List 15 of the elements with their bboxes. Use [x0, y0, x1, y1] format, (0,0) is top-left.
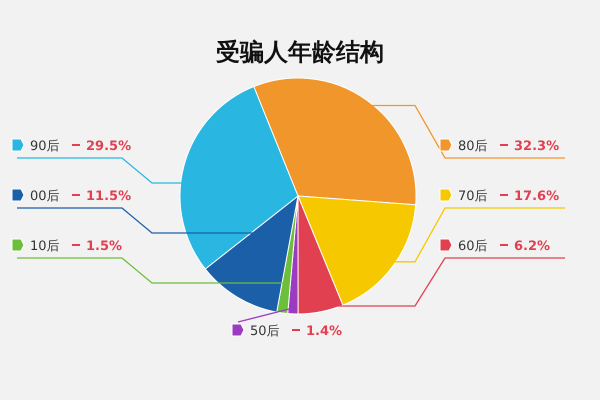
legend-label: 90后 — [30, 139, 60, 154]
legend-label: 60后 — [458, 239, 488, 254]
legend-label: 70后 — [458, 189, 488, 204]
legend-label: 50后 — [250, 324, 280, 339]
data-label: 11.5% — [86, 189, 132, 204]
legend-label: 00后 — [30, 189, 60, 204]
chart-title: 受骗人年龄结构 — [216, 38, 384, 66]
legend-label: 10后 — [30, 239, 60, 254]
data-label: 32.3% — [514, 139, 560, 154]
data-label: 1.5% — [86, 239, 122, 254]
data-label: 1.4% — [306, 324, 342, 339]
legend-label: 80后 — [458, 139, 488, 154]
data-label: 29.5% — [86, 139, 132, 154]
data-label: 6.2% — [514, 239, 550, 254]
data-label: 17.6% — [514, 189, 560, 204]
